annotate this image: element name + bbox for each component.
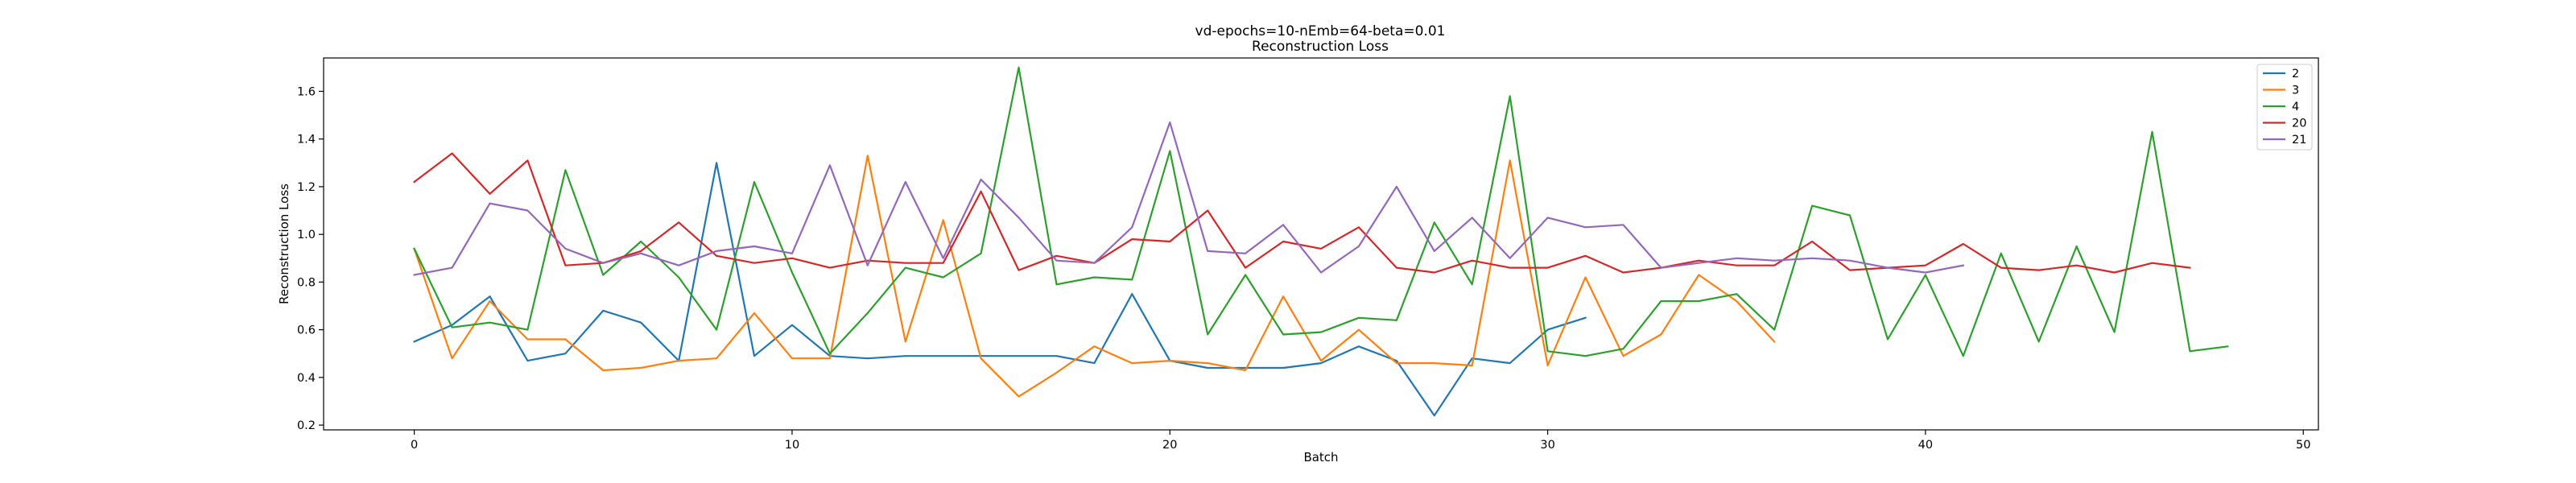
legend-label-3: 3: [2292, 85, 2299, 97]
y-tick-label: 0.4: [297, 372, 316, 385]
y-tick-label: 1.0: [297, 229, 316, 242]
y-tick-label: 0.6: [297, 324, 316, 337]
y-tick-label: 0.8: [297, 276, 316, 289]
legend: 2 3 4 20 21: [2256, 64, 2313, 151]
x-tick-label: 0: [411, 439, 418, 452]
chart-subtitle: Reconstruction Loss: [1252, 39, 1389, 55]
y-tick-label: 1.4: [297, 134, 316, 147]
x-tick-label: 30: [1540, 439, 1554, 452]
legend-label-2: 2: [2292, 68, 2299, 80]
y-tick-label: 1.2: [297, 181, 316, 194]
x-axis-label: Batch: [1303, 450, 1338, 464]
x-tick-label: 20: [1162, 439, 1177, 452]
x-tick-label: 50: [2296, 439, 2310, 452]
series-line-3: [413, 155, 1776, 398]
x-axis: 0 10 20 30 40 50: [411, 430, 2310, 452]
plot-area-frame: [323, 57, 2319, 431]
legend-label-20: 20: [2292, 118, 2306, 130]
series-line-20: [413, 152, 2191, 274]
y-tick-label: 0.2: [297, 419, 316, 432]
series-layer: [413, 66, 2229, 417]
legend-label-4: 4: [2292, 101, 2299, 114]
y-axis-label: Reconstruction Loss: [277, 184, 291, 304]
x-tick-label: 10: [785, 439, 799, 452]
legend-label-21: 21: [2292, 134, 2306, 147]
y-axis: 0.2 0.4 0.6 0.8 1.0 1.2 1.4 1.6: [297, 85, 324, 432]
y-tick-label: 1.6: [297, 85, 316, 98]
x-tick-label: 40: [1918, 439, 1933, 452]
series-line-4: [413, 66, 2229, 357]
series-line-21: [413, 121, 1965, 276]
chart-title: vd-epochs=10-nEmb=64-beta=0.01: [1195, 23, 1446, 39]
